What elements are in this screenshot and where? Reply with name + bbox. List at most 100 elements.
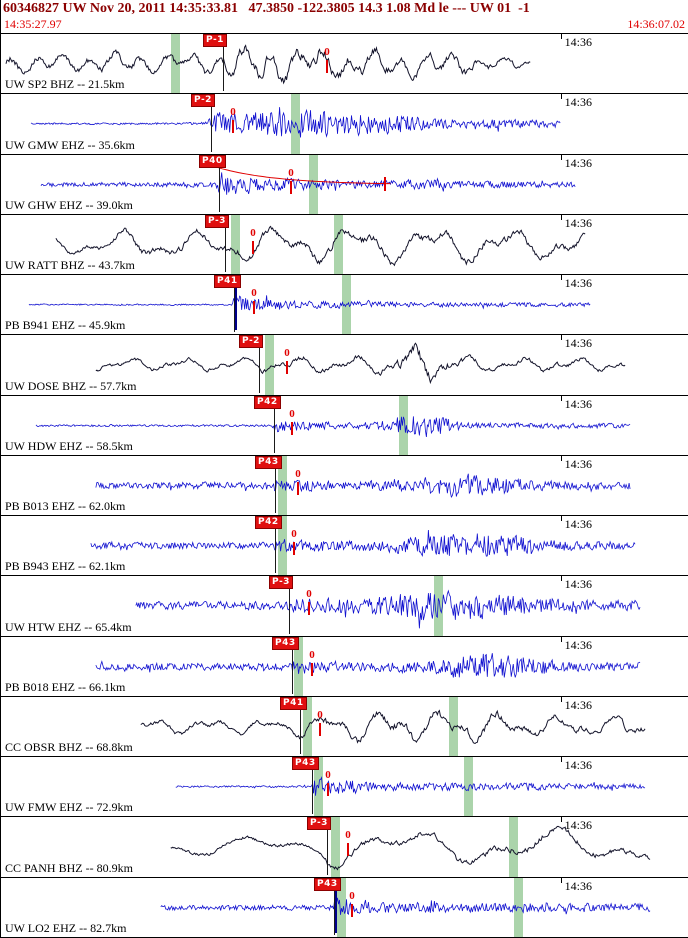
highlight-band (278, 516, 287, 576)
zero-marker[interactable]: 0 (293, 468, 303, 495)
minute-tick (561, 275, 562, 281)
zero-marker[interactable]: 0 (287, 408, 297, 435)
minute-time-label: 14:36 (564, 336, 592, 351)
zero-marker-label: 0 (230, 106, 236, 119)
minute-time-label: 14:36 (564, 697, 592, 712)
seismogram-waveform[interactable] (1, 396, 688, 455)
p-pick-label[interactable]: P42 (255, 516, 282, 530)
p-pick-line[interactable] (211, 105, 212, 152)
minute-time-label: 14:36 (564, 517, 592, 532)
zero-marker[interactable]: 0 (323, 770, 333, 797)
p-pick-label[interactable]: P43 (272, 636, 299, 650)
seismogram-waveform[interactable] (1, 817, 688, 876)
zero-marker-label: 0 (309, 648, 315, 661)
p-pick-line[interactable] (292, 647, 293, 694)
trace-panel-10: P-3 0 14:36 UW HTW EHZ -- 65.4km (1, 575, 688, 636)
seismogram-waveform[interactable] (1, 516, 688, 575)
seismogram-waveform[interactable] (1, 335, 688, 394)
trace-panel-9: P42 0 14:36 PB B943 EHZ -- 62.1km (1, 515, 688, 576)
p-pick-line[interactable] (225, 225, 226, 273)
minute-time-label: 14:36 (564, 215, 592, 230)
station-label: UW RATT BHZ -- 43.7km (5, 258, 135, 273)
zero-marker[interactable]: 0 (347, 890, 357, 917)
p-pick-line[interactable] (312, 768, 313, 815)
p-pick-label[interactable]: P-3 (307, 817, 331, 831)
minute-time-label: 14:36 (564, 577, 592, 592)
trace-panel-12: P41 0 14:36 CC OBSR BHZ -- 68.8km (1, 695, 688, 757)
p-pick-label[interactable]: P41 (280, 696, 307, 710)
minute-tick (561, 516, 562, 522)
trace-panel-8: P43 0 14:36 PB B013 EHZ -- 62.0km (1, 454, 688, 516)
minute-tick (561, 576, 562, 582)
p-pick-label[interactable]: P41 (214, 275, 241, 289)
station-label: UW GMW EHZ -- 35.6km (5, 137, 135, 152)
trace-panel-7: P42 0 14:36 UW HDW EHZ -- 58.5km (1, 394, 688, 455)
seismogram-waveform[interactable] (1, 155, 688, 214)
zero-marker[interactable]: 0 (304, 588, 314, 616)
zero-marker[interactable]: 0 (282, 348, 292, 375)
p-pick-line[interactable] (275, 527, 276, 574)
zero-marker[interactable]: 0 (249, 288, 259, 315)
zero-marker[interactable]: 0 (289, 529, 299, 556)
p-pick-line[interactable] (327, 828, 328, 875)
p-pick-line[interactable] (275, 466, 276, 514)
seismogram-waveform[interactable] (1, 878, 688, 937)
p-pick-label[interactable]: P-2 (239, 335, 263, 349)
zero-marker[interactable]: 0 (315, 709, 325, 736)
zero-marker[interactable]: 0 (343, 830, 353, 857)
zero-marker[interactable]: 0 (322, 47, 332, 73)
station-label: UW SP2 BHZ -- 21.5km (5, 77, 125, 92)
p-pick-line[interactable] (223, 45, 224, 92)
p-pick-label[interactable]: P42 (254, 395, 281, 409)
zero-marker[interactable]: 0 (307, 648, 317, 676)
minute-time-label: 14:36 (564, 818, 592, 833)
p-pick-line[interactable] (289, 587, 290, 634)
minute-time-label: 14:36 (564, 456, 592, 471)
station-label: UW GHW EHZ -- 39.0km (5, 197, 133, 212)
p-pick-label[interactable]: P-1 (203, 34, 227, 47)
trace-list: P-1 0 14:36 UW SP2 BHZ -- 21.5km P-2 0 14:36 UW… (1, 33, 688, 938)
p-pick-label[interactable]: P-2 (191, 94, 215, 108)
trace-panel-4: P-3 0 14:36 UW RATT BHZ -- 43.7km (1, 213, 688, 275)
zero-marker-tick (252, 240, 254, 254)
seismogram-waveform[interactable] (1, 275, 688, 334)
minute-time-label: 14:36 (564, 35, 592, 49)
highlight-band (334, 214, 343, 275)
p-pick-label[interactable]: P43 (255, 455, 282, 469)
zero-marker-tick (290, 180, 292, 194)
zero-marker[interactable]: 0 (248, 227, 258, 254)
window-start-time: 14:35:27.97 (4, 17, 62, 31)
minute-tick (561, 455, 562, 461)
minute-tick (561, 757, 562, 763)
p-pick-label[interactable]: P40 (199, 154, 226, 168)
trace-panel-14: P-3 0 14:36 CC PANH BHZ -- 80.9km (1, 816, 688, 877)
zero-marker-tick (297, 481, 299, 495)
seismogram-waveform[interactable] (1, 697, 688, 756)
seismogram-waveform[interactable] (1, 637, 688, 696)
zero-marker-tick (308, 602, 310, 616)
seismogram-waveform[interactable] (1, 94, 688, 153)
p-pick-label[interactable]: P-3 (205, 214, 229, 228)
p-pick-line[interactable] (334, 888, 335, 935)
p-pick-label[interactable]: P43 (314, 877, 341, 891)
seismogram-waveform[interactable] (1, 456, 688, 515)
p-pick-line[interactable] (300, 707, 301, 755)
coda-end-tick[interactable] (384, 176, 386, 191)
station-label: PB B941 EHZ -- 45.9km (5, 318, 126, 333)
zero-marker[interactable]: 0 (286, 167, 296, 194)
seismogram-waveform[interactable] (1, 576, 688, 635)
zero-marker[interactable]: 0 (228, 106, 238, 134)
minute-tick (561, 154, 562, 160)
p-pick-label[interactable]: P43 (292, 757, 319, 771)
p-pick-line[interactable] (259, 346, 260, 393)
p-pick-line[interactable] (234, 286, 235, 333)
seismogram-waveform[interactable] (1, 34, 688, 93)
p-pick-line[interactable] (274, 406, 275, 453)
p-pick-label[interactable]: P-3 (269, 576, 293, 590)
seismogram-waveform[interactable] (1, 757, 688, 816)
highlight-band (337, 877, 346, 937)
minute-tick (561, 877, 562, 883)
zero-marker-label: 0 (306, 588, 312, 601)
p-pick-line[interactable] (219, 165, 220, 212)
seismogram-waveform[interactable] (1, 215, 688, 274)
